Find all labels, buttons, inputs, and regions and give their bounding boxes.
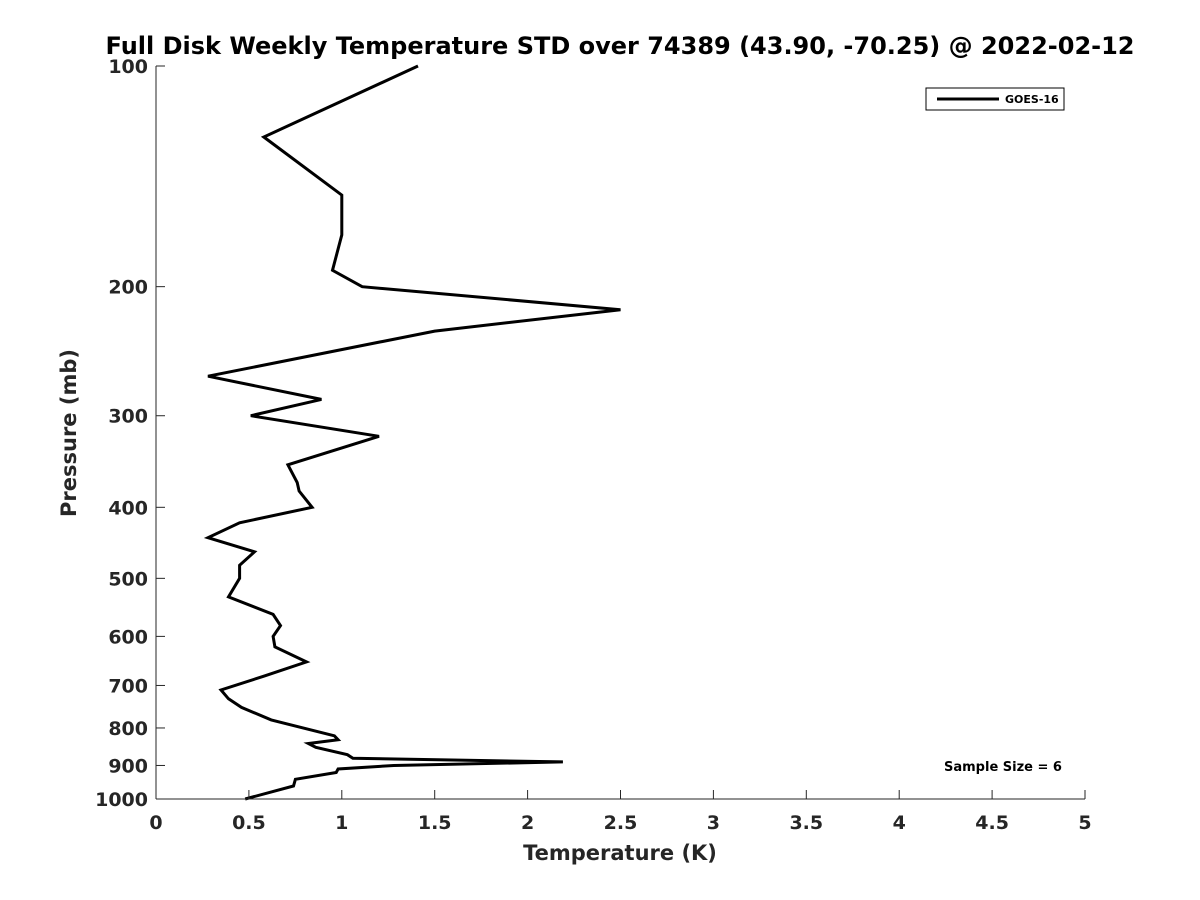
x-tick-label: 5 — [1078, 812, 1091, 834]
y-axis-label: Pressure (mb) — [57, 349, 81, 517]
x-tick-label: 4 — [893, 812, 906, 834]
y-axis: 100 200 300 400 500 600 700 800 900 1000 — [95, 56, 165, 811]
x-tick-label: 2 — [521, 812, 534, 834]
x-axis-label: Temperature (K) — [523, 841, 717, 865]
y-tick-label: 100 — [108, 56, 148, 78]
chart-title: Full Disk Weekly Temperature STD over 74… — [106, 32, 1135, 60]
legend-label: GOES-16 — [1005, 93, 1059, 106]
y-tick-label: 200 — [108, 277, 148, 299]
series-line-goes-16 — [203, 64, 621, 801]
y-tick-label: 900 — [108, 755, 148, 777]
plot-area — [203, 64, 621, 801]
x-tick-label: 1 — [335, 812, 348, 834]
x-axis: 0 0.5 1 1.5 2 2.5 3 3.5 4 4.5 5 — [149, 790, 1092, 834]
x-tick-label: 2.5 — [604, 812, 638, 834]
x-tick-label: 0.5 — [232, 812, 266, 834]
x-tick-label: 0 — [149, 812, 162, 834]
y-tick-label: 400 — [108, 497, 148, 519]
y-tick-label: 700 — [108, 675, 148, 697]
y-tick-label: 500 — [108, 568, 148, 590]
sample-size-note: Sample Size = 6 — [944, 760, 1062, 775]
x-tick-label: 4.5 — [975, 812, 1009, 834]
x-tick-label: 1.5 — [418, 812, 452, 834]
legend: GOES-16 — [925, 87, 1065, 111]
y-tick-label: 300 — [108, 406, 148, 428]
y-tick-label: 800 — [108, 718, 148, 740]
x-tick-label: 3 — [707, 812, 720, 834]
x-tick-label: 3.5 — [789, 812, 823, 834]
y-tick-label: 1000 — [95, 789, 148, 811]
y-tick-label: 600 — [108, 626, 148, 648]
